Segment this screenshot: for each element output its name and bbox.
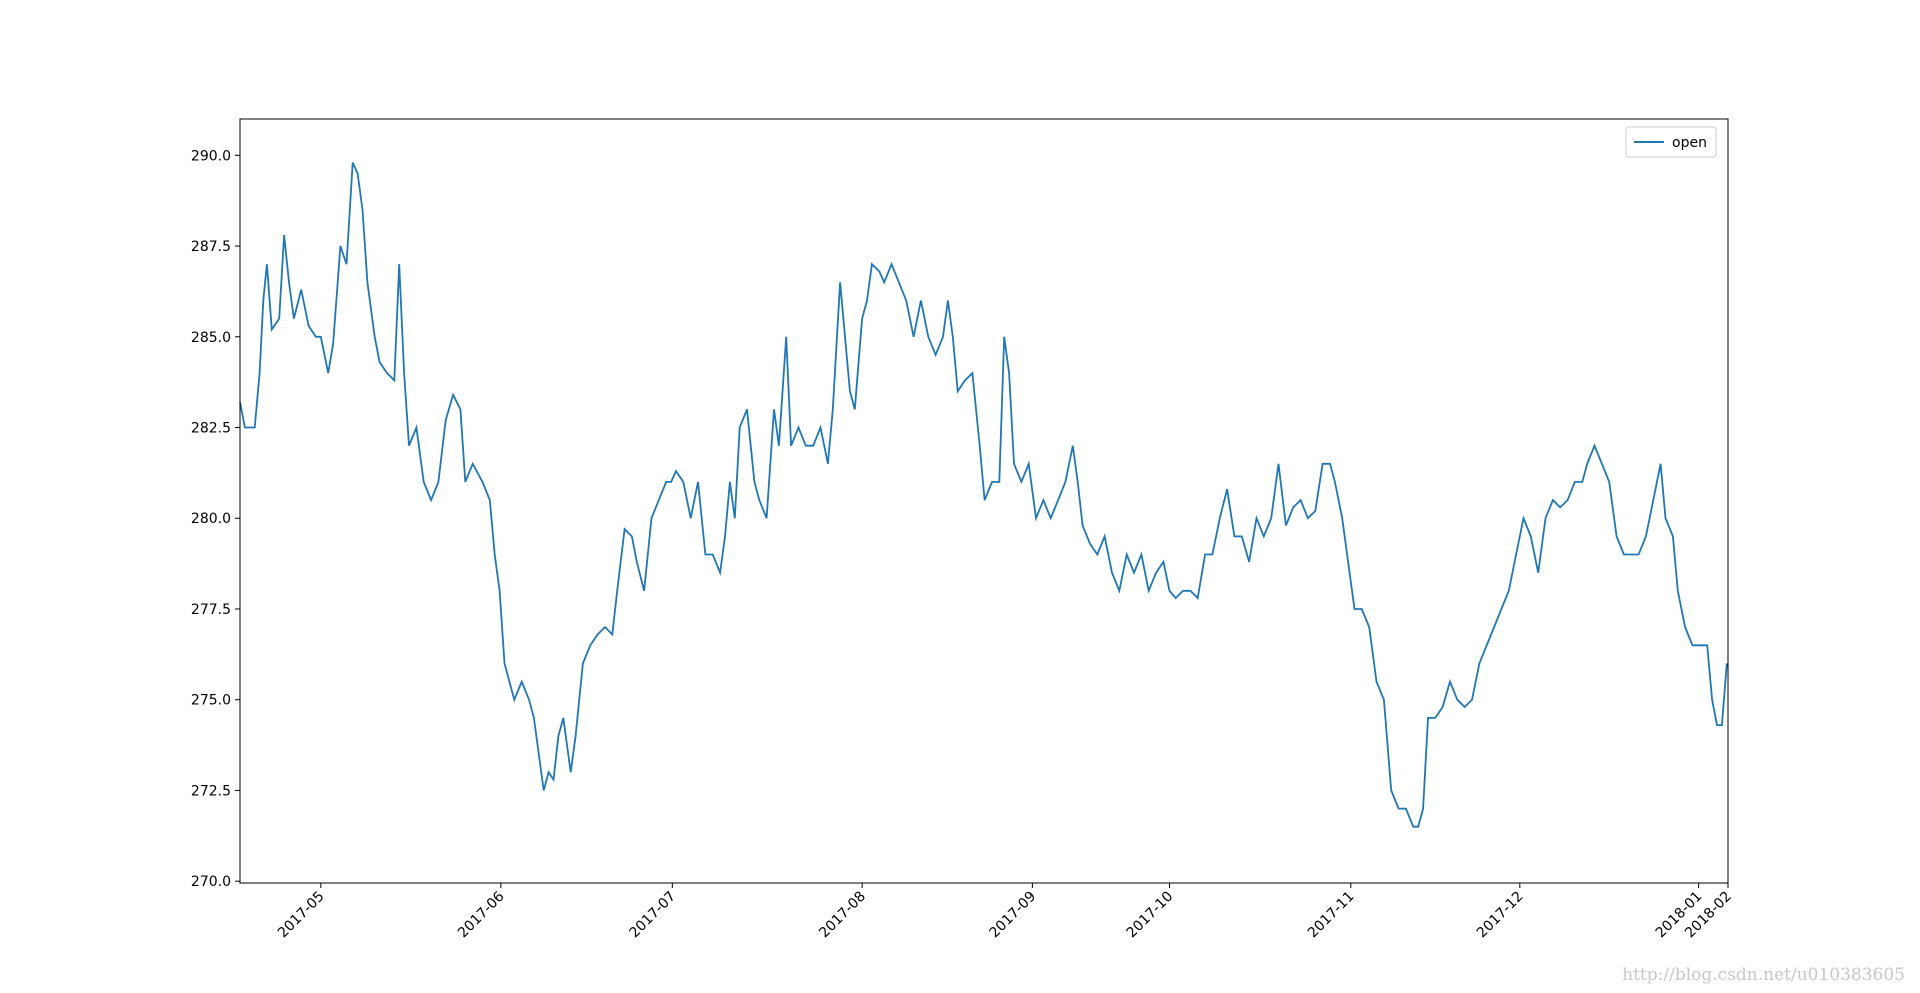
y-tick-label: 277.5 (191, 602, 231, 618)
y-tick-label: 270.0 (191, 874, 231, 890)
x-tick-label: 2017-10 (1124, 889, 1177, 942)
legend: open (1625, 126, 1717, 158)
x-tick-label: 2017-06 (455, 888, 508, 941)
y-tick-label: 282.5 (191, 421, 231, 437)
x-tick-label: 2017-12 (1474, 889, 1527, 942)
y-tick-label: 290.0 (191, 148, 231, 164)
x-tick-label: 2017-08 (816, 889, 869, 942)
y-tick-label: 272.5 (191, 783, 231, 799)
watermark: http://blog.csdn.net/u010383605 (1622, 965, 1905, 985)
x-tick-label: 2017-11 (1305, 889, 1358, 942)
y-tick-label: 280.0 (191, 511, 231, 527)
x-tick-label: 2017-07 (626, 889, 679, 942)
x-tick-label: 2017-05 (275, 889, 328, 942)
plot-frame (239, 118, 1729, 884)
x-tick-label: 2017-09 (987, 889, 1040, 942)
legend-label: open (1672, 135, 1707, 151)
line (239, 162, 1728, 828)
y-tick-label: 275.0 (191, 693, 231, 709)
y-tick-label: 285.0 (191, 330, 231, 346)
legend-box (1625, 126, 1717, 158)
y-tick-label: 287.5 (191, 239, 231, 255)
